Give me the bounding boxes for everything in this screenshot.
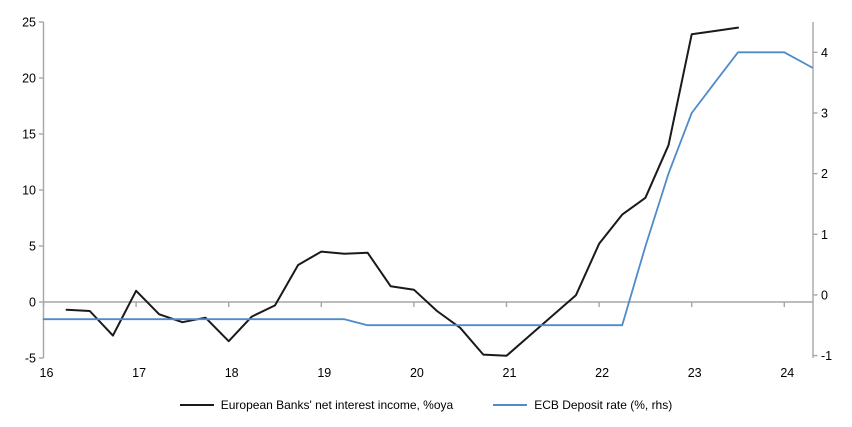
left-axis-tick-label: 10 [22,184,36,198]
black-line-swatch [179,404,214,406]
legend-item-net-interest-income: European Banks' net interest income, %oy… [179,398,454,412]
right-axis-tick-label: 4 [821,46,828,60]
left-axis-tick-label: 0 [29,296,36,310]
left-axis-tick-label: 20 [22,72,36,86]
x-axis-tick-label: 20 [410,366,424,380]
x-axis-tick-label: 22 [595,366,609,380]
right-axis-tick-label: 0 [821,288,828,302]
x-axis-tick-label: 19 [317,366,331,380]
x-axis-tick-label: 18 [225,366,239,380]
left-axis-tick-label: 5 [29,240,36,254]
legend-label-ecb-deposit-rate: ECB Deposit rate (%, rhs) [534,398,673,412]
right-axis-tick-label: 2 [821,167,828,181]
legend: European Banks' net interest income, %oy… [0,395,852,415]
left-axis-tick-label: 15 [22,128,36,142]
x-axis-tick-label: 24 [780,366,794,380]
x-axis-tick-label: 16 [40,366,54,380]
blue-line-swatch [493,404,528,406]
legend-label-net-interest-income: European Banks' net interest income, %oy… [220,398,454,412]
legend-item-ecb-deposit-rate: ECB Deposit rate (%, rhs) [493,398,672,412]
right-axis-tick-label: 3 [821,106,828,120]
series-line-ecb-deposit-rate [42,51,813,327]
series-line-net-interest-income [65,26,739,357]
right-axis-tick-label: -1 [821,349,832,363]
x-axis-tick-label: 21 [503,366,517,380]
x-axis-tick-label: 23 [688,366,702,380]
right-axis-tick-label: 1 [821,228,828,242]
left-axis-tick-label: 25 [22,16,36,30]
left-axis-tick-label: -5 [25,352,36,366]
x-axis-tick-label: 17 [132,366,146,380]
